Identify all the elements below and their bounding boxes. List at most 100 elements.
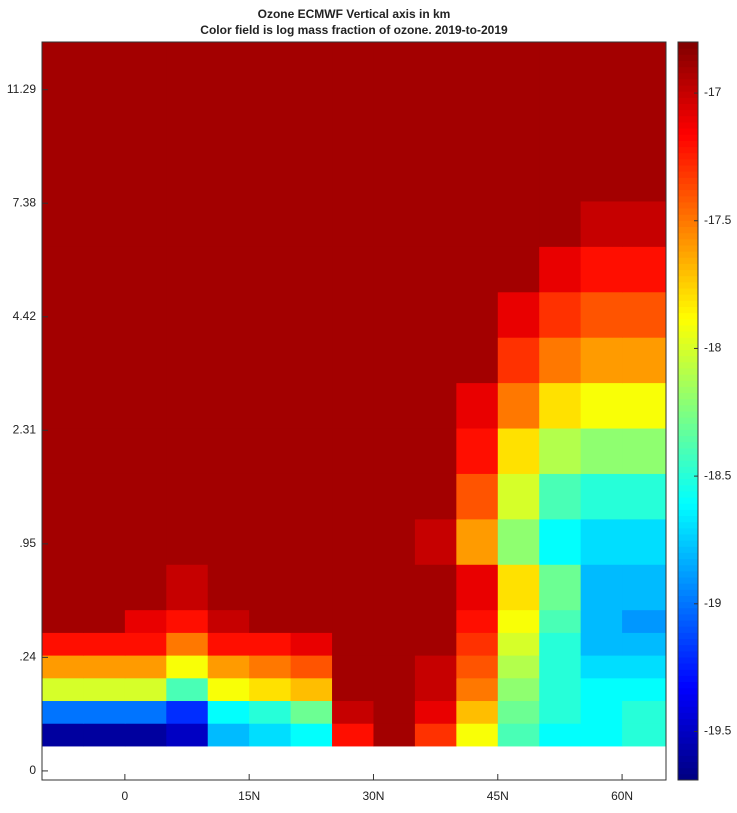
colorbar-swatch	[678, 404, 698, 412]
heatmap-cell	[539, 518, 582, 565]
heatmap-cell	[83, 700, 126, 724]
colorbar-tick-label: -18	[704, 341, 722, 355]
heatmap-cell	[290, 609, 333, 633]
heatmap-cell	[456, 428, 499, 474]
heatmap-cell	[290, 677, 333, 702]
heatmap-cell	[497, 200, 540, 247]
heatmap-cell	[42, 337, 84, 384]
heatmap-cell	[497, 473, 540, 520]
heatmap-cell	[290, 700, 333, 724]
heatmap-cell	[456, 632, 499, 656]
x-tick-label: 30N	[362, 789, 384, 803]
colorbar-swatch	[678, 281, 698, 289]
heatmap-cell	[249, 564, 292, 611]
heatmap-cell	[539, 677, 582, 702]
heatmap-cell	[497, 609, 540, 633]
heatmap-cell	[249, 518, 292, 565]
heatmap-cell	[290, 42, 333, 202]
heatmap-cell	[124, 723, 167, 747]
heatmap-cell	[580, 518, 623, 565]
heatmap-cell	[539, 42, 582, 202]
heatmap-cell	[414, 655, 457, 679]
heatmap-cell	[373, 291, 416, 338]
colorbar-swatch	[678, 398, 698, 406]
heatmap-cell	[622, 291, 667, 338]
heatmap-cell	[456, 200, 499, 247]
heatmap-cell	[42, 700, 84, 724]
heatmap-cell	[166, 700, 209, 724]
heatmap-cell	[332, 700, 374, 724]
heatmap-cell	[249, 632, 292, 656]
heatmap-cell	[83, 655, 126, 679]
heatmap-cell	[539, 291, 582, 338]
heatmap-cell	[83, 246, 126, 293]
heatmap-cell	[166, 609, 209, 633]
colorbar-swatch	[678, 466, 698, 473]
heatmap-cell	[166, 473, 209, 520]
heatmap-cell	[166, 291, 209, 338]
colorbar-swatch	[678, 343, 698, 350]
heatmap-cell	[42, 564, 84, 611]
heatmap-cell	[622, 677, 667, 702]
heatmap-cell	[497, 382, 540, 429]
colorbar-swatch	[678, 687, 698, 695]
colorbar-tick-label: -19.5	[704, 724, 732, 738]
heatmap-cell	[497, 291, 540, 338]
colorbar-swatch	[678, 620, 698, 627]
colorbar-swatch	[678, 42, 698, 49]
heatmap-cell	[539, 337, 582, 384]
heatmap-cell	[332, 382, 374, 429]
heatmap-cell	[332, 200, 374, 247]
heatmap-cell	[373, 723, 416, 747]
y-tick-label: 2.31	[13, 422, 37, 436]
colorbar-swatch	[678, 85, 698, 92]
heatmap-cell	[580, 655, 623, 679]
heatmap-cell	[580, 473, 623, 520]
heatmap-cell	[332, 564, 374, 611]
colorbar-swatch	[678, 411, 698, 418]
heatmap-cell	[249, 382, 292, 429]
heatmap-cell	[456, 382, 499, 429]
heatmap-cell	[124, 609, 167, 633]
heatmap-cell	[42, 655, 84, 679]
colorbar-swatch	[678, 773, 698, 781]
colorbar-swatch	[678, 177, 698, 184]
heatmap-cell	[373, 700, 416, 724]
heatmap-cell	[497, 564, 540, 611]
heatmap-cell	[249, 723, 292, 747]
heatmap-cell	[580, 246, 623, 293]
heatmap-cell	[580, 382, 623, 429]
heatmap-cell	[622, 655, 667, 679]
colorbar-tick-label: -19	[704, 596, 722, 610]
heatmap-cell	[249, 200, 292, 247]
colorbar-swatch	[678, 220, 698, 227]
heatmap-cell	[249, 42, 292, 202]
heatmap-cell	[124, 246, 167, 293]
heatmap-cell	[166, 200, 209, 247]
heatmap-cell	[124, 428, 167, 474]
colorbar-swatch	[678, 324, 698, 332]
colorbar-swatch	[678, 165, 698, 172]
heatmap-cell	[414, 700, 457, 724]
heatmap-cell	[580, 700, 623, 724]
colorbar-swatch	[678, 349, 698, 357]
heatmap-cell	[580, 200, 623, 247]
heatmap-cell	[207, 428, 250, 474]
heatmap-cell	[539, 700, 582, 724]
colorbar-swatch	[678, 743, 698, 750]
heatmap-cell	[539, 246, 582, 293]
colorbar-swatch	[678, 48, 698, 55]
heatmap-cell	[497, 518, 540, 565]
heatmap-cell	[42, 291, 84, 338]
y-tick-label: 4.42	[13, 309, 37, 323]
colorbar-swatch	[678, 724, 698, 732]
colorbar-swatch	[678, 564, 698, 572]
colorbar-swatch	[678, 423, 698, 430]
heatmap-cell	[207, 382, 250, 429]
heatmap-cell	[166, 246, 209, 293]
heatmap-cell	[456, 42, 499, 202]
colorbar-swatch	[678, 601, 698, 609]
colorbar-swatch	[678, 478, 698, 486]
colorbar-swatch	[678, 171, 698, 178]
